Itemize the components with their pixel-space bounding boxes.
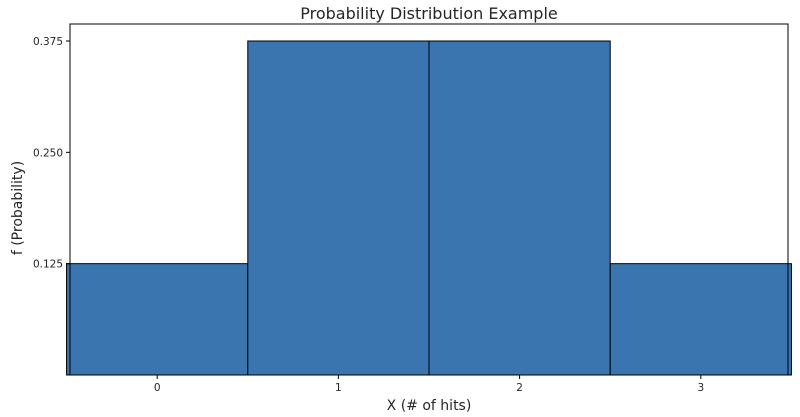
x-axis-ticks: 0 1 2 3 xyxy=(154,375,704,394)
chart-title: Probability Distribution Example xyxy=(300,4,558,23)
x-tick-label-3: 3 xyxy=(697,382,704,394)
bar-1 xyxy=(247,40,430,376)
x-axis-label: X (# of hits) xyxy=(387,398,472,414)
y-tick-label-0.375: 0.375 xyxy=(33,36,63,48)
bar-3 xyxy=(609,263,792,376)
y-axis-ticks: 0.125 0.250 0.375 xyxy=(33,36,70,271)
x-tick-label-1: 1 xyxy=(335,382,342,394)
bars-group xyxy=(66,40,792,376)
x-tick-label-2: 2 xyxy=(516,382,523,394)
y-tick-label-0.125: 0.125 xyxy=(33,259,63,271)
y-axis-label: f (Probability) xyxy=(10,161,26,255)
bar-0 xyxy=(66,263,249,376)
plot-frame xyxy=(69,23,789,376)
x-tick-label-0: 0 xyxy=(154,382,161,394)
y-tick-label-0.250: 0.250 xyxy=(33,147,63,159)
bar-2 xyxy=(428,40,611,376)
